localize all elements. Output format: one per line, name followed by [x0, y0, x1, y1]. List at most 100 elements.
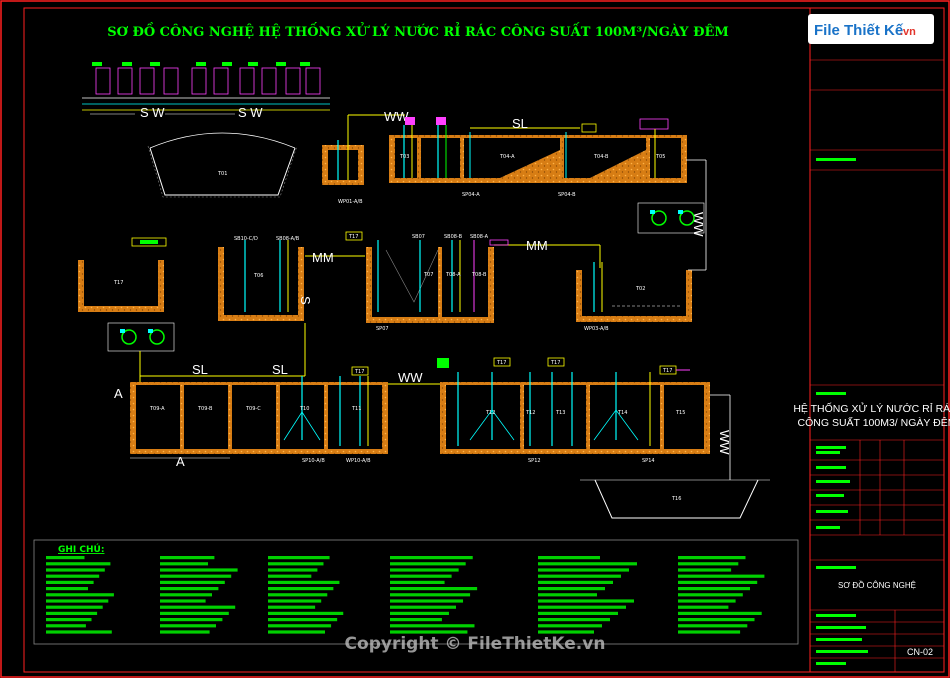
project-name: HỆ THỐNG XỬ LÝ NƯỚC RỈ RÁC CÔNG SUẤT 100…: [793, 401, 950, 429]
notes-block: GHI CHÚ:: [33, 539, 799, 645]
svg-text:T11: T11: [351, 406, 361, 412]
note-text-line: [268, 580, 340, 584]
note-text-line: [390, 630, 468, 634]
note-text-line: [678, 593, 743, 597]
svg-text:T17: T17: [348, 234, 358, 240]
note-text-line: [268, 611, 344, 615]
note-text-line: [538, 605, 626, 609]
note-text-line: [678, 624, 748, 628]
note-text-line: [46, 630, 112, 634]
svg-text:SP04-B: SP04-B: [558, 192, 576, 198]
note-text-line: [390, 593, 471, 597]
svg-text:T09-A: T09-A: [149, 406, 165, 412]
note-text-line: [390, 574, 452, 578]
note-text-line: [268, 605, 316, 609]
note-text-line: [538, 599, 634, 603]
note-text-line: [160, 587, 219, 591]
note-text-line: [46, 611, 98, 615]
note-text-line: [538, 556, 600, 560]
drawing-name: SƠ ĐỒ CÔNG NGHỆ: [838, 580, 916, 590]
note-text-line: [268, 562, 324, 566]
note-text-line: [160, 605, 236, 609]
section-marks: A A: [114, 386, 230, 469]
note-text-line: [46, 562, 111, 566]
tank-t02: WP01-A/B: [322, 114, 405, 205]
drawing-frame: [23, 7, 945, 673]
note-text-line: [390, 599, 464, 603]
svg-text:SP07: SP07: [376, 326, 389, 332]
logo-suffix: .vn: [900, 26, 916, 38]
flow-label-mm-1: MM: [312, 250, 334, 265]
svg-text:SP10-A/B: SP10-A/B: [302, 458, 325, 464]
tank-t01: T01: [147, 132, 298, 198]
note-text-line: [678, 580, 758, 584]
logo-text: File Thiết Kế: [814, 22, 904, 39]
svg-text:T17: T17: [354, 369, 364, 375]
svg-text:T17: T17: [496, 360, 506, 366]
note-text-line: [678, 611, 762, 615]
filethietke-logo[interactable]: File Thiết Kế .vn: [808, 12, 938, 46]
note-text-line: [160, 630, 210, 634]
tank-t07-t08: T17 T07 T08-A T08-B SP07 SB07 SB08-B SB0…: [345, 231, 494, 332]
svg-text:T01: T01: [217, 171, 227, 177]
note-text-line: [46, 618, 92, 622]
note-text-line: [390, 605, 456, 609]
title-block-small-text: [816, 158, 868, 665]
note-text-line: [538, 593, 597, 597]
tank-t16: T16: [580, 479, 770, 519]
note-text-line: [678, 618, 755, 622]
svg-text:T08-B: T08-B: [471, 272, 487, 278]
note-text-line: [390, 618, 442, 622]
svg-text:T05: T05: [655, 154, 665, 160]
note-text-line: [160, 580, 225, 584]
svg-text:T14: T14: [617, 410, 627, 416]
note-text-line: [390, 624, 475, 628]
note-text-line: [268, 587, 334, 591]
note-text-line: [538, 587, 605, 591]
note-text-line: [160, 562, 208, 566]
note-text-line: [678, 599, 736, 603]
svg-text:SP14: SP14: [642, 458, 655, 464]
svg-text:SB08-B: SB08-B: [444, 234, 463, 240]
note-text-line: [46, 599, 109, 603]
svg-text:T10: T10: [299, 406, 309, 412]
svg-text:WP10-A/B: WP10-A/B: [346, 458, 371, 464]
svg-text:T03: T03: [399, 154, 409, 160]
note-text-line: [160, 593, 212, 597]
svg-text:WP01-A/B: WP01-A/B: [338, 199, 363, 205]
note-text-line: [390, 568, 459, 572]
note-text-line: [538, 611, 618, 615]
svg-text:T17: T17: [550, 360, 560, 366]
note-text-line: [268, 599, 322, 603]
svg-text:SB08-A/B: SB08-A/B: [276, 236, 300, 242]
note-text-line: [678, 605, 729, 609]
note-text-line: [46, 593, 114, 597]
drawing-title: SƠ ĐỒ CÔNG NGHỆ HỆ THỐNG XỬ LÝ NƯỚC RỈ R…: [107, 22, 729, 40]
note-text-line: [678, 630, 741, 634]
note-text-line: [46, 556, 85, 560]
svg-text:T06: T06: [253, 273, 263, 279]
flow-label-ww-t15: WW: [717, 430, 732, 455]
note-text-line: [268, 630, 325, 634]
tank-t02b-right: T02 WP03-A/B: [576, 262, 706, 332]
tank-t06: T06 SB10-C/D SB08-A/B: [218, 236, 304, 321]
notes-heading: GHI CHÚ:: [58, 543, 104, 555]
svg-text:T04-A: T04-A: [499, 154, 515, 160]
svg-text:T12: T12: [485, 410, 495, 416]
note-text-line: [390, 611, 449, 615]
note-text-line: [160, 599, 206, 603]
svg-text:T09-C: T09-C: [245, 406, 261, 412]
note-text-line: [678, 568, 732, 572]
drawing-number: CN-02: [907, 647, 933, 657]
svg-text:WP03-A/B: WP03-A/B: [584, 326, 609, 332]
note-text-line: [46, 605, 103, 609]
flow-label-ww-top: WW: [384, 109, 409, 124]
svg-text:T07: T07: [423, 272, 433, 278]
svg-text:SP12: SP12: [528, 458, 541, 464]
svg-text:SB07: SB07: [412, 234, 425, 240]
note-text-line: [538, 580, 613, 584]
tank-t03-t04: T03 T04-A T04-B T05 SP04-A SP04-B: [389, 117, 687, 198]
note-text-line: [160, 574, 232, 578]
